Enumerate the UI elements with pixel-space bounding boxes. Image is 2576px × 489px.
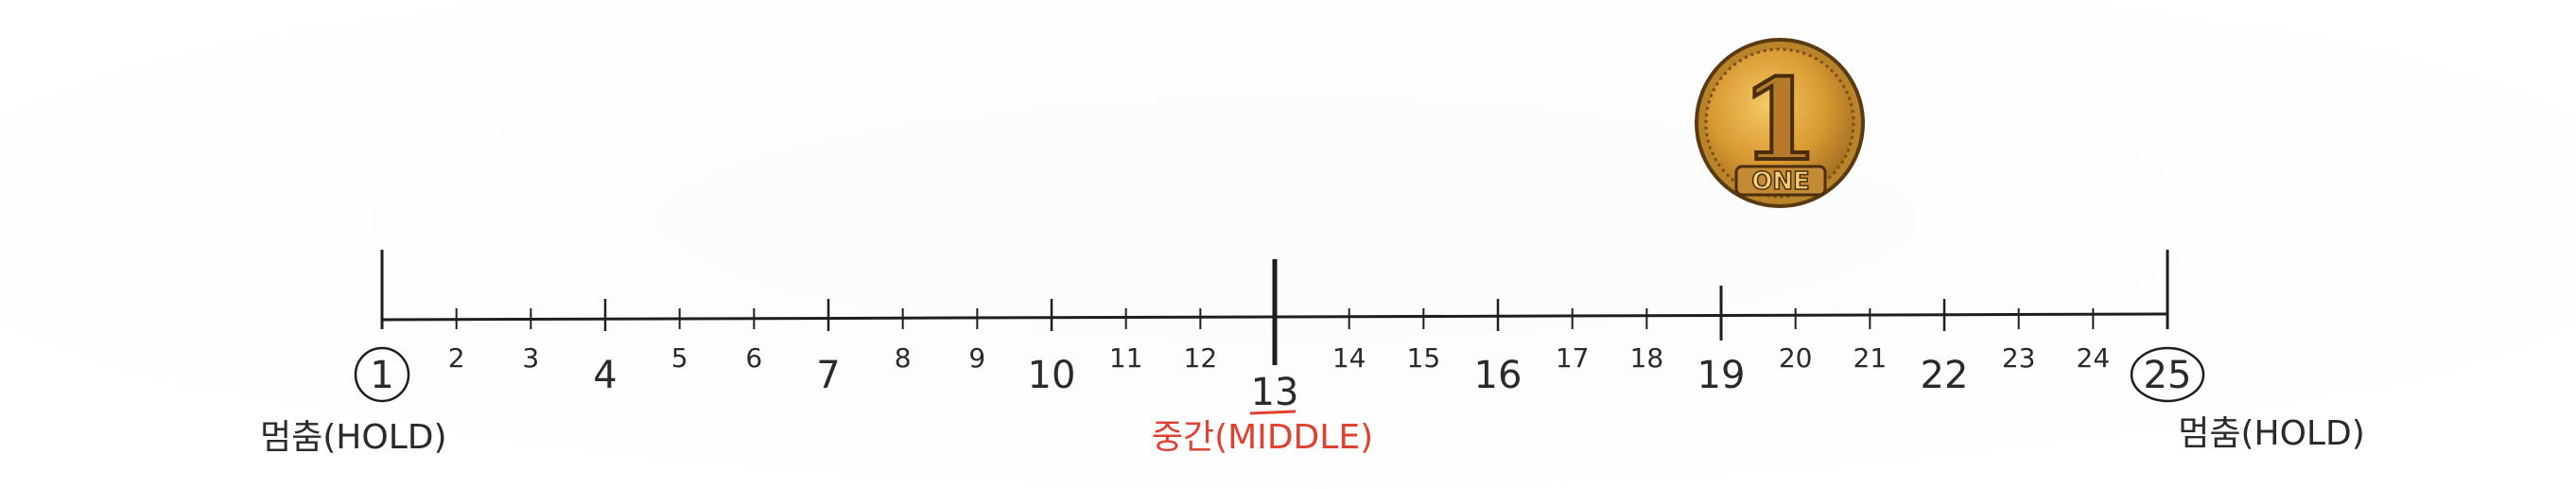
circled-endpoint [354,346,410,403]
coin-word-banner [1734,165,1827,197]
middle-underline [1249,410,1297,415]
tick-label: 4 [593,354,617,397]
tick-label: 3 [522,342,539,374]
tick-label: 24 [2077,342,2111,374]
tick-label: 2 [448,342,465,374]
right-hold-label: 멈춤(HOLD) [2178,414,2365,453]
tick-label: 25 [2144,354,2192,397]
tick-label: 1 [370,354,393,397]
tick-label: 21 [1854,342,1888,374]
tick-label: 15 [1407,342,1441,374]
tick-label: 11 [1109,342,1143,374]
tick-label: 20 [1779,342,1813,374]
tick-label: 18 [1630,342,1664,374]
tick-label: 9 [968,342,985,374]
coin[interactable]: 1 ONE [1695,38,1865,208]
number-line [380,250,2169,365]
tick-label: 19 [1697,354,1746,397]
tick-label: 16 [1474,354,1523,397]
tick-label: 5 [671,342,688,374]
coin-word: ONE [1751,167,1810,196]
tick-label: 10 [1028,354,1076,397]
tick-label: 14 [1332,342,1366,374]
tick-label: 6 [745,342,762,374]
coin-face [1704,47,1855,199]
circled-endpoint [2130,346,2205,403]
middle-label: 중간(MIDDLE) [1152,418,1373,457]
coin-numeral: 1 [1741,54,1819,185]
tick-label: 13 [1251,371,1299,414]
tick-label: 22 [1921,354,1969,397]
tick-label: 7 [816,354,840,397]
tick-label: 8 [895,342,912,374]
tick-label: 17 [1556,342,1590,374]
tick-label: 12 [1184,342,1218,374]
left-hold-label: 멈춤(HOLD) [260,418,447,457]
tick-label: 23 [2002,342,2036,374]
